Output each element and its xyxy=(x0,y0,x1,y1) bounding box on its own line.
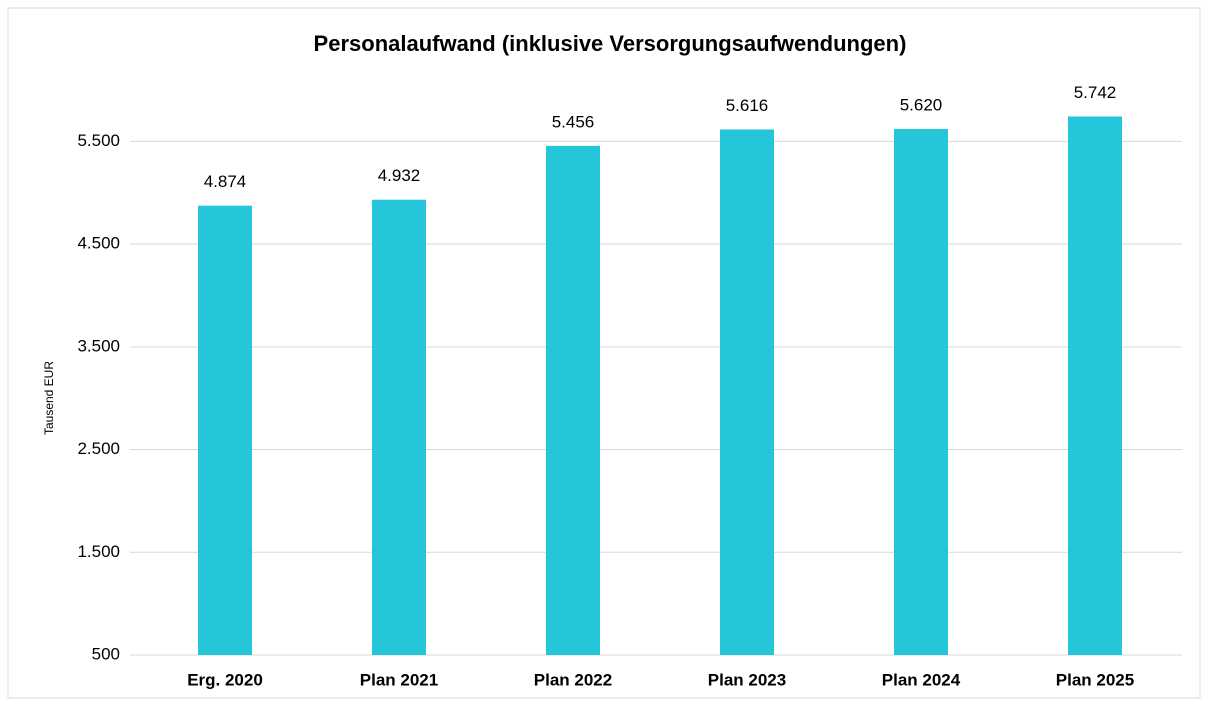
y-tick-label: 3.500 xyxy=(77,336,120,355)
x-tick-label: Plan 2021 xyxy=(360,670,438,689)
x-tick-label: Plan 2025 xyxy=(1056,670,1134,689)
x-tick-label: Plan 2024 xyxy=(882,670,961,689)
x-tick-label: Plan 2022 xyxy=(534,670,612,689)
y-axis-label: Tausend EUR xyxy=(42,361,56,435)
y-tick-label: 500 xyxy=(92,644,120,663)
value-label: 5.616 xyxy=(726,96,769,115)
value-label: 5.620 xyxy=(900,96,943,115)
value-label: 4.932 xyxy=(378,166,421,185)
chart-frame xyxy=(7,7,1201,699)
y-tick-label: 1.500 xyxy=(77,542,120,561)
value-label: 4.874 xyxy=(204,172,247,191)
bar xyxy=(546,145,600,655)
y-tick-label: 2.500 xyxy=(77,439,120,458)
value-label: 5.742 xyxy=(1074,83,1117,102)
x-tick-label: Plan 2023 xyxy=(708,670,786,689)
x-tick-label: Erg. 2020 xyxy=(187,670,263,689)
bar xyxy=(720,129,774,655)
bar xyxy=(894,129,948,655)
bar xyxy=(198,205,252,656)
y-tick-label: 5.500 xyxy=(77,131,120,150)
bar xyxy=(372,199,426,656)
chart-title: Personalaufwand (inklusive Versorgungsau… xyxy=(314,31,907,56)
value-label: 5.456 xyxy=(552,112,595,131)
bar xyxy=(1068,116,1122,655)
y-tick-label: 4.500 xyxy=(77,234,120,253)
